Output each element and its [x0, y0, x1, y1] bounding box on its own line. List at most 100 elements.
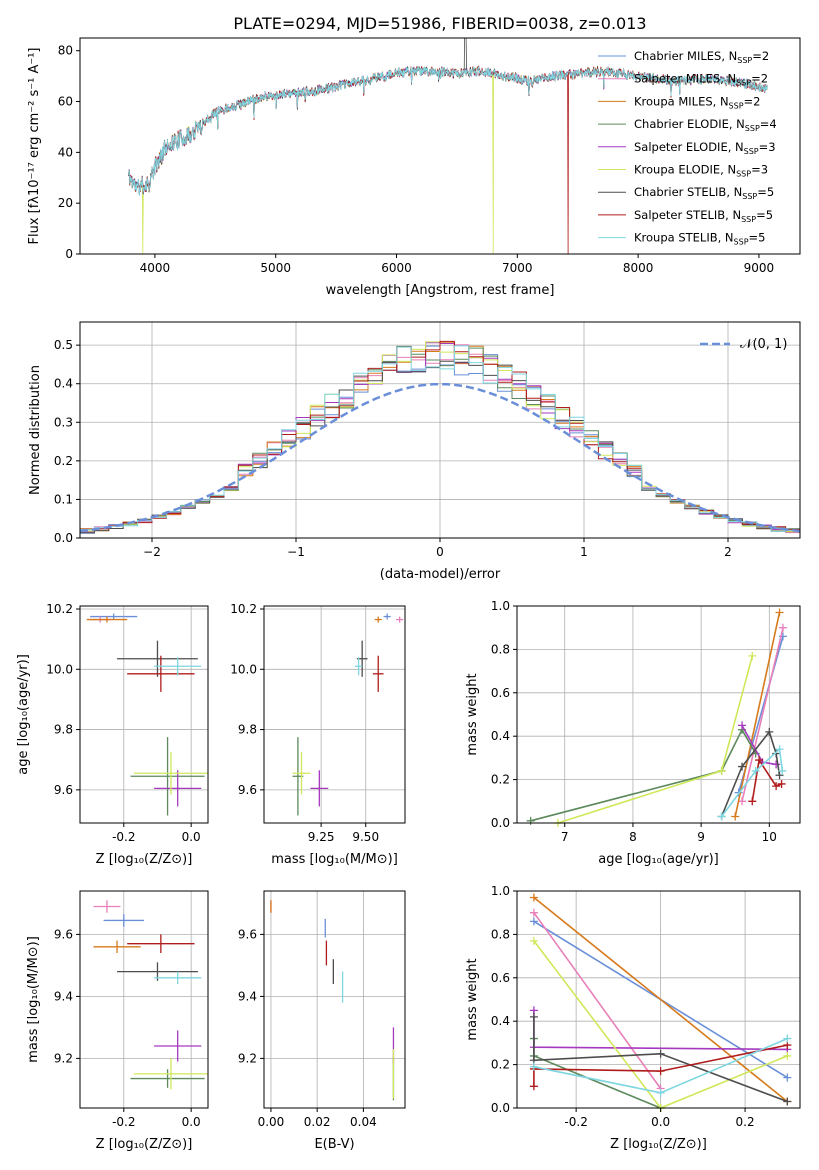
- spectrum-panel: 4000 5000 6000 7000 8000 9000 0 20 40 60 80 Chabri…: [27, 37, 801, 298]
- y-tick-label: 9.4: [238, 989, 257, 1003]
- x-tick-label: -0.2: [112, 1115, 135, 1129]
- weight-marker-chabrier-stelib: [765, 727, 774, 736]
- weight-marker-chabrier-miles: [529, 917, 538, 926]
- y-axis-label: mass weight: [465, 673, 480, 755]
- weight-marker-kroupa-stelib: [717, 812, 726, 821]
- y-tick-label: 0.4: [491, 729, 510, 743]
- weight-marker-chabrier-stelib: [775, 771, 784, 780]
- weight-line-chabrier-elodie: [533, 1038, 661, 1109]
- spectrum-traces: [127, 37, 768, 255]
- weight-marker-kroupa-elodie: [529, 936, 538, 945]
- y-tick-label: 10.2: [46, 602, 73, 616]
- weight-marker-salpeter-stelib: [748, 797, 757, 806]
- y-axis-label: age [log₁₀(age/yr)]: [16, 654, 31, 775]
- weight-line-salpeter-miles: [741, 627, 784, 802]
- y-tick-label: 0.3: [54, 415, 73, 429]
- y-tick-label: 0.0: [491, 816, 510, 830]
- weight-marker-salpeter-miles: [529, 908, 538, 917]
- x-tick-label: 0.0: [182, 830, 201, 844]
- spectrum-legend: Chabrier MILES, NSSP=2 Salpeter MILES, NS…: [598, 49, 777, 247]
- weight-marker-kroupa-elodie: [717, 766, 726, 775]
- legend-entry-chabrier-elodie: Chabrier ELODIE, NSSP=4: [634, 117, 777, 133]
- legend-entry-salpeter-stelib: Salpeter STELIB, NSSP=5: [634, 208, 773, 224]
- weight-marker-kroupa-miles: [731, 812, 740, 821]
- x-tick-label: 0.04: [350, 1115, 377, 1129]
- axes-frame: [79, 890, 209, 1109]
- x-tick-label: 7: [561, 830, 569, 844]
- x-axis-label: Z [log₁₀(Z/Z⊙)]: [96, 1137, 193, 1152]
- weight-marker-salpeter-stelib: [772, 782, 781, 791]
- y-tick-label: 0.8: [491, 642, 510, 656]
- x-tick-label: 8000: [623, 261, 654, 275]
- legend-entry-salpeter-elodie: Salpeter ELODIE, NSSP=3: [634, 140, 776, 156]
- mass-vs-metallicity-panel: -0.2 0.0 9.2 9.4 9.6 Z [log₁₀(Z/Z⊙)] mass [log…: [26, 890, 209, 1152]
- residual-ticks: −2 −1 0 1 2 0.0 0.1 0.2 0.3 0.4 0.5: [54, 338, 732, 559]
- weight-line-chabrier-stelib: [533, 1016, 788, 1103]
- x-tick-label: -0.2: [112, 830, 135, 844]
- weight-marker-kroupa-miles: [529, 893, 538, 902]
- y-axis-label: mass [log₁₀(M/M⊙)]: [26, 936, 41, 1063]
- weight-marker-salpeter-stelib: [777, 779, 786, 788]
- weight-marker-chabrier-elodie: [526, 816, 535, 825]
- y-tick-label: 9.6: [54, 783, 73, 797]
- y-tick-label: 0.2: [54, 454, 73, 468]
- y-tick-label: 40: [58, 145, 73, 159]
- weight-marker-kroupa-stelib: [656, 1088, 665, 1097]
- x-tick-label: 9.50: [352, 830, 379, 844]
- weight-marker-kroupa-elodie: [783, 1051, 792, 1060]
- x-tick-label: 6000: [381, 261, 412, 275]
- x-tick-label: 4000: [140, 261, 171, 275]
- weight-line-salpeter-stelib: [751, 757, 782, 802]
- figure-title: PLATE=0294, MJD=51986, FIBERID=0038, z=0…: [233, 14, 646, 33]
- weight-vs-age-panel: 7 8 9 10 0.0 0.2 0.4 0.6 0.8 1.0 age [log₁₀(age/yr…: [465, 599, 801, 867]
- legend-entry-kroupa-miles: Kroupa MILES, NSSP=2: [634, 94, 760, 110]
- y-tick-label: 1.0: [491, 884, 510, 898]
- axes-frame: [516, 605, 801, 824]
- x-tick-label: 0: [436, 545, 444, 559]
- spectrum-trace-kroupa-stelib: [127, 65, 768, 196]
- legend-entry-kroupa-stelib: Kroupa STELIB, NSSP=5: [634, 231, 765, 247]
- y-tick-label: 0.2: [491, 773, 510, 787]
- weight-marker-salpeter-miles: [738, 797, 747, 806]
- x-tick-label: 8: [629, 830, 637, 844]
- weight-line-kroupa-miles: [533, 896, 788, 1103]
- weight-marker-salpeter-stelib: [755, 756, 764, 765]
- x-tick-label: 2: [724, 545, 732, 559]
- weight-line-kroupa-elodie: [557, 655, 754, 824]
- normal-reference-curve: [79, 382, 801, 533]
- x-tick-label: 0.0: [651, 1115, 670, 1129]
- y-tick-label: 9.6: [54, 927, 73, 941]
- legend-entry-salpeter-miles: Salpeter MILES, NSSP=2: [634, 72, 768, 88]
- weight-marker-chabrier-miles: [783, 1073, 792, 1082]
- x-tick-label: 7000: [502, 261, 533, 275]
- legend-entry-chabrier-stelib: Chabrier STELIB, NSSP=5: [634, 185, 774, 201]
- residual-y-axis-label: Normed distribution: [28, 365, 43, 495]
- weight-line-salpeter-stelib: [533, 1044, 788, 1087]
- spectrum-frame: [79, 37, 801, 255]
- age-vs-metallicity-panel: -0.2 0.0 9.6 9.8 10.0 10.2 Z [log₁₀(Z/Z⊙)] age …: [16, 602, 209, 867]
- weight-marker-salpeter-miles: [778, 623, 787, 632]
- weight-vs-metallicity-panel: -0.2 0.0 0.2 0.0 0.2 0.4 0.6 0.8 1.0 Z [log₁₀(Z/Z…: [465, 884, 801, 1152]
- y-tick-label: 60: [58, 95, 73, 109]
- y-tick-label: 0.1: [54, 492, 73, 506]
- y-tick-label: 0.4: [54, 377, 73, 391]
- x-tick-label: 0.00: [258, 1115, 285, 1129]
- weight-marker-salpeter-stelib: [529, 1082, 538, 1091]
- weight-marker-chabrier-stelib: [783, 1097, 792, 1106]
- weight-marker-kroupa-miles: [775, 608, 784, 617]
- mass-vs-extinction-panel: 0.00 0.02 0.04 9.2 9.4 9.6 E(B-V): [238, 890, 406, 1152]
- histogram-kroupa-stelib: [80, 345, 800, 532]
- x-tick-label: 9.25: [308, 830, 335, 844]
- y-tick-label: 9.8: [238, 723, 257, 737]
- x-tick-label: 9000: [744, 261, 775, 275]
- axes-frame: [263, 605, 406, 824]
- y-tick-label: 0.6: [491, 686, 510, 700]
- weight-marker-kroupa-stelib: [751, 766, 760, 775]
- x-axis-label: mass [log₁₀(M/M⊙)]: [271, 852, 398, 867]
- legend-entry-kroupa-elodie: Kroupa ELODIE, NSSP=3: [634, 163, 768, 179]
- weight-marker-salpeter-stelib: [656, 1067, 665, 1076]
- legend-entry-chabrier-miles: Chabrier MILES, NSSP=2: [634, 49, 769, 65]
- y-tick-label: 0.8: [491, 927, 510, 941]
- weight-marker-chabrier-stelib: [656, 1049, 665, 1058]
